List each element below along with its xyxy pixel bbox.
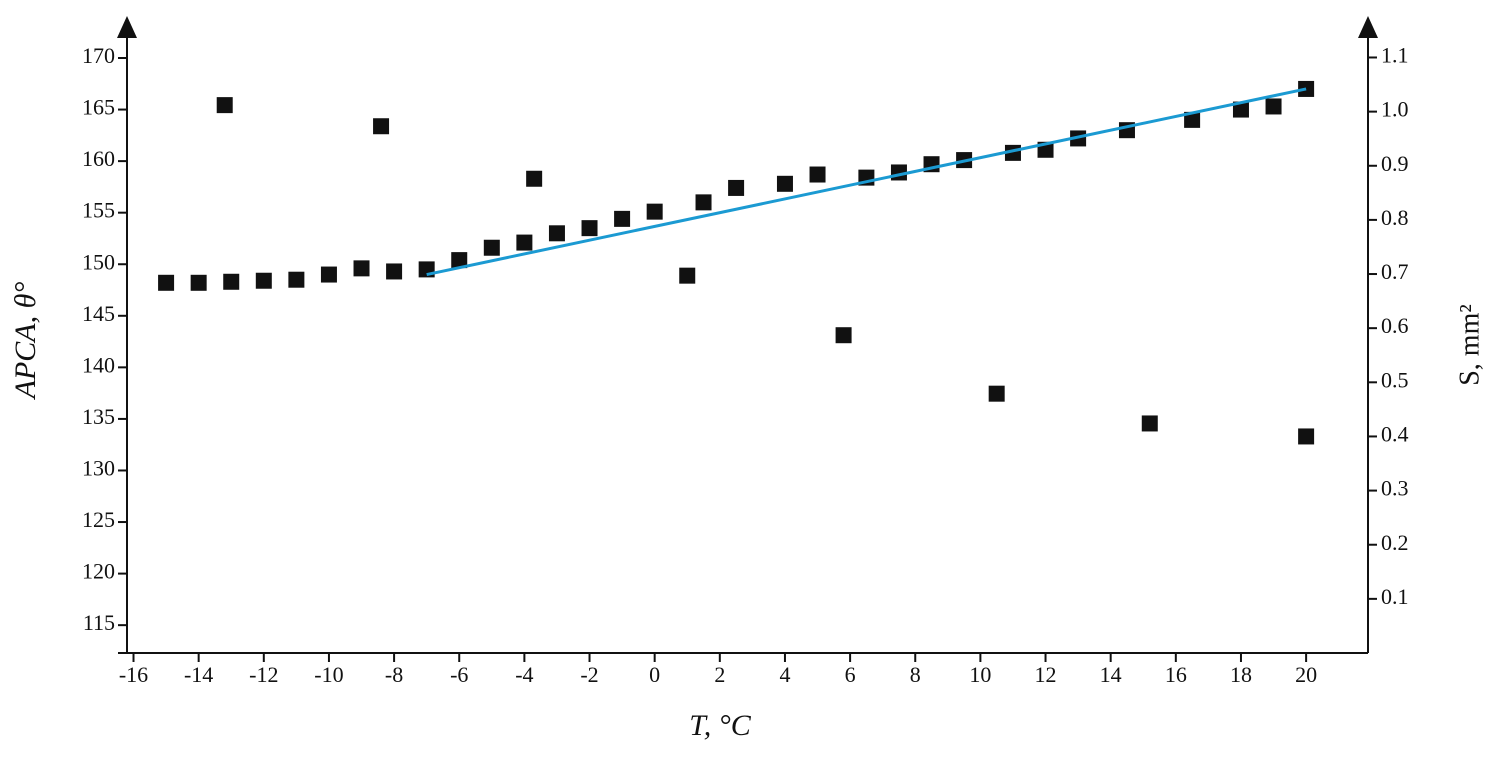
y-tick-label: 155 xyxy=(82,198,115,223)
y-axis-label: APCA, θ° xyxy=(9,282,42,401)
marker xyxy=(809,166,826,183)
fit-line xyxy=(426,87,1307,277)
x-tick-label: 14 xyxy=(1100,662,1122,687)
marker xyxy=(216,97,233,114)
y2-tick-label: 0.4 xyxy=(1381,421,1409,446)
x-tick-label: -4 xyxy=(515,662,533,687)
marker xyxy=(353,260,370,277)
x-tick-label: 6 xyxy=(845,662,856,687)
x-axis-label: T, °C xyxy=(689,709,751,742)
marker xyxy=(483,239,500,256)
axis-arrow xyxy=(117,16,137,38)
marker xyxy=(386,263,403,280)
x-tick-label: -14 xyxy=(184,662,213,687)
marker xyxy=(548,225,565,242)
x-tick-label: 2 xyxy=(714,662,725,687)
marker xyxy=(679,267,696,284)
marker xyxy=(776,175,793,192)
x-tick-label: -6 xyxy=(450,662,468,687)
marker xyxy=(526,170,543,187)
y2-tick-label: 0.5 xyxy=(1381,367,1409,392)
x-tick-label: -10 xyxy=(314,662,343,687)
x-tick-label: 20 xyxy=(1295,662,1317,687)
y-tick-label: 160 xyxy=(82,146,115,171)
marker xyxy=(158,274,175,291)
y-tick-label: 170 xyxy=(82,43,115,68)
marker xyxy=(516,234,533,251)
marker xyxy=(835,327,852,344)
marker xyxy=(646,203,663,220)
y-tick-label: 125 xyxy=(82,507,115,532)
y2-tick-label: 0.8 xyxy=(1381,205,1409,230)
x-tick-label: 4 xyxy=(779,662,790,687)
x-tick-label: 0 xyxy=(649,662,660,687)
x-tick-label: -8 xyxy=(385,662,403,687)
y-tick-label: 145 xyxy=(82,301,115,326)
y2-tick-label: 1.1 xyxy=(1381,43,1409,68)
marker xyxy=(1265,98,1282,115)
y-tick-label: 140 xyxy=(82,352,115,377)
marker xyxy=(614,210,631,227)
marker xyxy=(988,385,1005,402)
marker xyxy=(320,266,337,283)
y-tick-label: 135 xyxy=(82,404,115,429)
y-tick-label: 150 xyxy=(82,249,115,274)
y-tick-label: 115 xyxy=(83,610,115,635)
marker xyxy=(288,271,305,288)
marker xyxy=(255,272,272,289)
y2-tick-label: 0.7 xyxy=(1381,259,1409,284)
x-tick-label: -2 xyxy=(580,662,598,687)
marker xyxy=(728,179,745,196)
x-tick-label: 16 xyxy=(1165,662,1187,687)
x-tick-label: 8 xyxy=(910,662,921,687)
marker xyxy=(190,274,207,291)
y2-tick-label: 0.3 xyxy=(1381,476,1409,501)
y2-axis-label: S, mm² xyxy=(1454,304,1485,386)
y-tick-label: 120 xyxy=(82,559,115,584)
marker xyxy=(451,252,468,269)
x-tick-label: -12 xyxy=(249,662,278,687)
x-tick-label: 18 xyxy=(1230,662,1252,687)
marker xyxy=(695,194,712,211)
marker xyxy=(1298,428,1315,445)
y2-tick-label: 0.6 xyxy=(1381,313,1409,338)
marker xyxy=(1184,111,1201,128)
marker xyxy=(1141,415,1158,432)
marker xyxy=(1232,101,1249,118)
marker xyxy=(373,118,390,135)
x-tick-label: -16 xyxy=(119,662,148,687)
marker xyxy=(418,261,435,278)
y-tick-label: 165 xyxy=(82,95,115,120)
axis-arrow xyxy=(1358,16,1378,38)
y2-tick-label: 1.0 xyxy=(1381,97,1409,122)
y2-tick-label: 0.9 xyxy=(1381,151,1409,176)
x-tick-label: 12 xyxy=(1035,662,1057,687)
x-tick-label: 10 xyxy=(969,662,991,687)
marker xyxy=(223,273,240,290)
y2-tick-label: 0.2 xyxy=(1381,530,1409,555)
y2-tick-label: 0.1 xyxy=(1381,584,1409,609)
marker xyxy=(581,220,598,237)
y-tick-label: 130 xyxy=(82,456,115,481)
